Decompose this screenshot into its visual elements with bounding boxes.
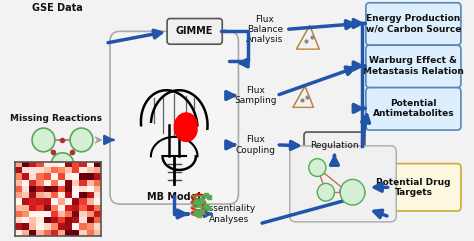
- Text: Z: Z: [60, 160, 65, 169]
- Text: Missing Reactions: Missing Reactions: [10, 114, 102, 123]
- Text: Y: Y: [315, 163, 319, 172]
- Text: Essentiality
Analyses: Essentiality Analyses: [203, 204, 255, 224]
- Text: Potential Drug
Targets: Potential Drug Targets: [376, 178, 451, 197]
- Text: MB Model: MB Model: [147, 192, 201, 202]
- Text: Potential
Antimetabolites: Potential Antimetabolites: [373, 99, 454, 118]
- FancyBboxPatch shape: [366, 3, 461, 45]
- Text: X: X: [323, 188, 328, 197]
- Text: X: X: [41, 135, 46, 144]
- Text: Warburg Effect &
Metastasis Relation: Warburg Effect & Metastasis Relation: [363, 56, 464, 76]
- Circle shape: [70, 128, 93, 152]
- FancyBboxPatch shape: [167, 19, 222, 44]
- FancyBboxPatch shape: [290, 146, 396, 222]
- Circle shape: [340, 179, 365, 205]
- FancyBboxPatch shape: [110, 31, 238, 204]
- Text: Regulation: Regulation: [310, 141, 359, 150]
- FancyBboxPatch shape: [366, 45, 461, 88]
- Text: Y: Y: [79, 135, 84, 144]
- Text: Energy Production
w/o Carbon Source: Energy Production w/o Carbon Source: [365, 14, 461, 33]
- Text: Flux
Sampling: Flux Sampling: [234, 86, 277, 105]
- Text: GIMME: GIMME: [176, 26, 213, 36]
- Circle shape: [51, 153, 74, 176]
- Text: Growth: Growth: [338, 188, 366, 197]
- FancyBboxPatch shape: [304, 132, 365, 160]
- FancyBboxPatch shape: [366, 164, 461, 211]
- Text: Flux
Balance
Analysis: Flux Balance Analysis: [246, 14, 283, 44]
- Text: Flux
Coupling: Flux Coupling: [236, 135, 275, 154]
- Circle shape: [317, 183, 335, 201]
- Circle shape: [309, 159, 326, 176]
- Circle shape: [32, 128, 55, 152]
- Text: GSE Data: GSE Data: [32, 3, 83, 13]
- FancyBboxPatch shape: [366, 88, 461, 130]
